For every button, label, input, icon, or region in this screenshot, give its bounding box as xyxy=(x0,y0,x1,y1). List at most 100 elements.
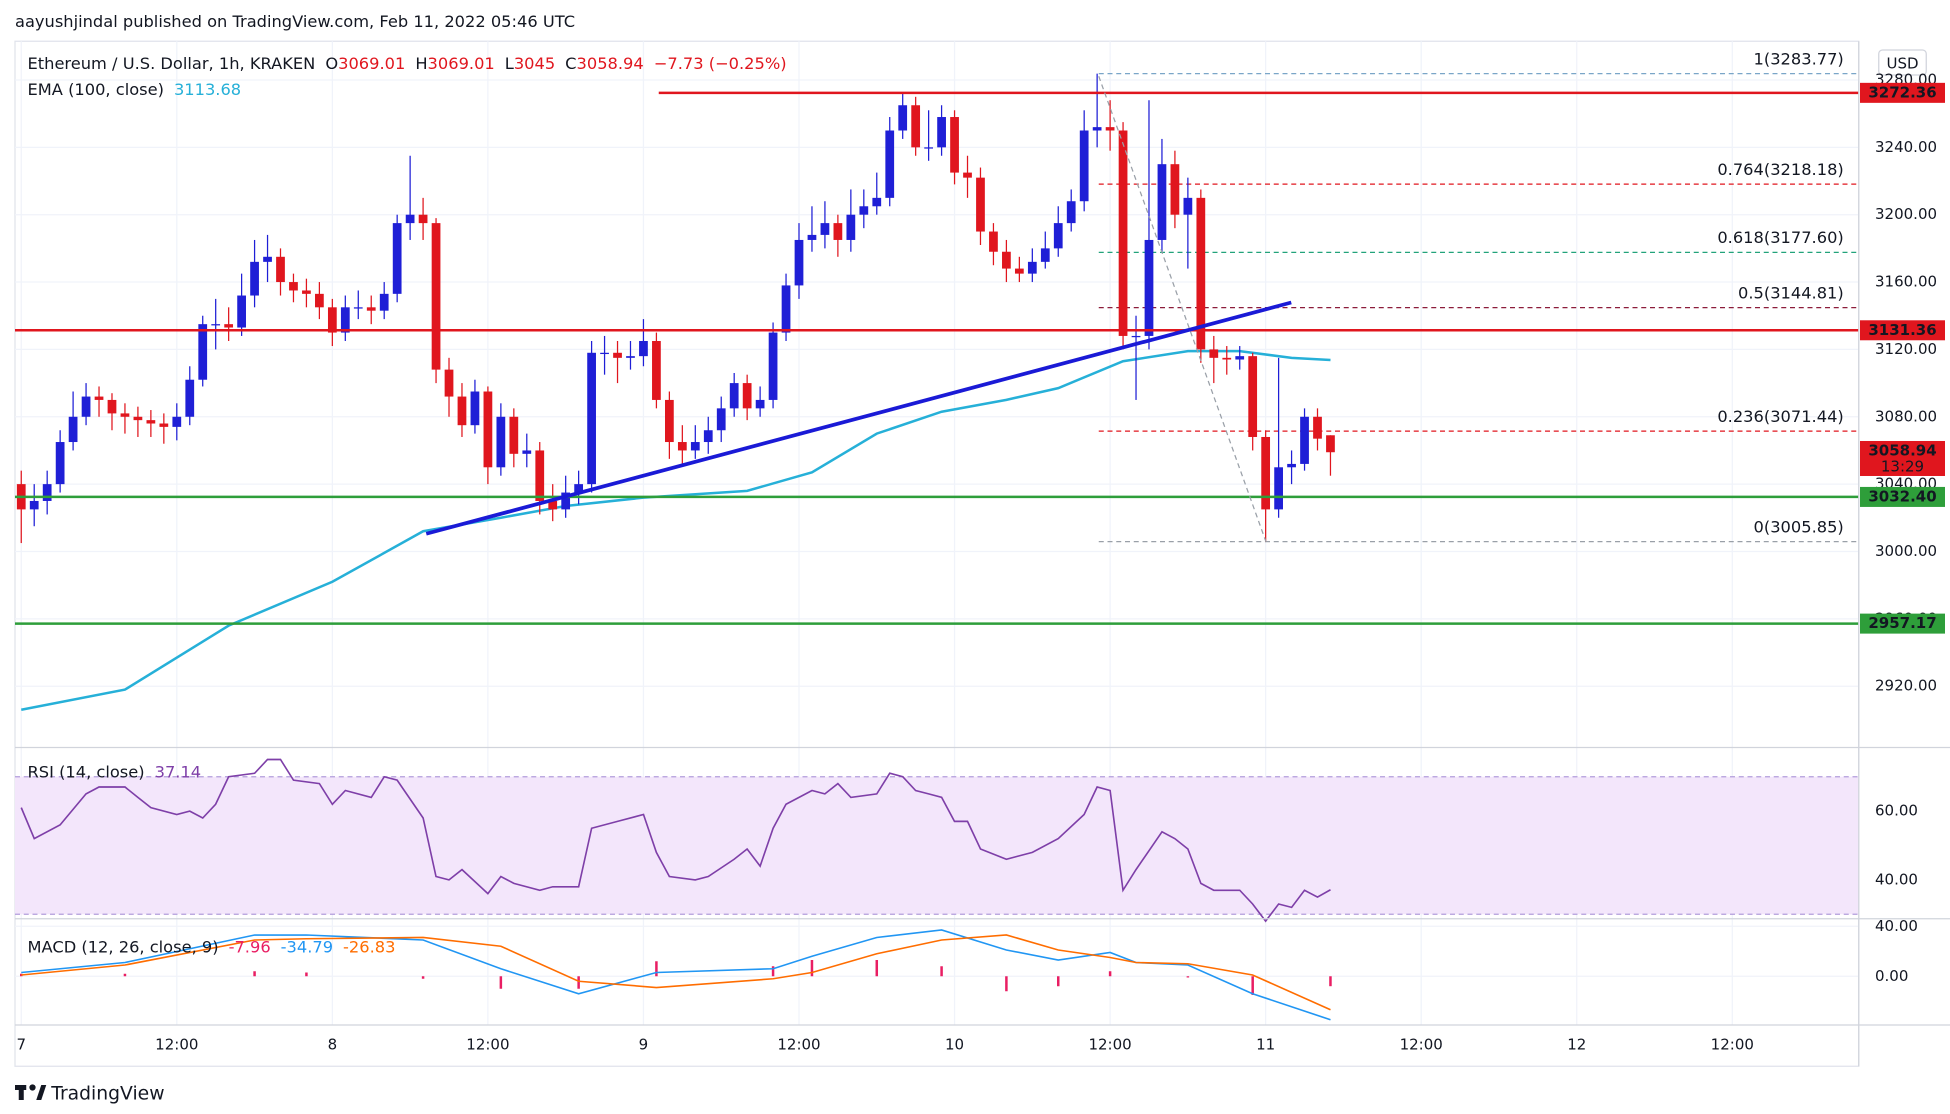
candle-body xyxy=(1053,223,1063,249)
x-tick-label: 12:00 xyxy=(777,1036,820,1054)
y-tick-label: 60.00 xyxy=(1875,802,1918,820)
y-tick-label: 40.00 xyxy=(1875,917,1918,935)
candle-body xyxy=(1105,127,1115,131)
candle-body xyxy=(1313,416,1322,439)
candle-body xyxy=(94,396,104,400)
candle-body xyxy=(1170,164,1180,215)
candle-body xyxy=(522,450,532,454)
brand: TradingView xyxy=(50,1083,164,1104)
x-tick-label: 12 xyxy=(1567,1036,1586,1054)
candle-body xyxy=(989,231,998,252)
candle-body xyxy=(755,399,765,409)
candle-body xyxy=(950,117,959,173)
level-tag-label: 3032.40 xyxy=(1868,487,1936,505)
macd-name: MACD (12, 26, close, 9) xyxy=(28,937,219,956)
candle-body xyxy=(224,324,234,328)
candle-body xyxy=(302,290,311,294)
candle-body xyxy=(677,442,687,451)
x-tick-label: 8 xyxy=(328,1036,338,1054)
signal-line xyxy=(21,934,1331,1011)
candle-body xyxy=(794,239,804,286)
y-tick-label: 3080.00 xyxy=(1875,407,1937,425)
candle-body xyxy=(431,223,441,370)
candle-body xyxy=(872,197,882,207)
x-tick-label: 11 xyxy=(1256,1036,1275,1054)
candle-body xyxy=(1209,349,1219,358)
candle-body xyxy=(898,105,908,131)
legend-main: Ethereum / U.S. Dollar, 1h, KRAKEN O3069.… xyxy=(28,53,787,72)
candle-body xyxy=(1144,239,1154,336)
candle-body xyxy=(444,369,454,397)
candle-body xyxy=(470,391,480,426)
candle-body xyxy=(716,408,726,431)
x-tick-label: 12:00 xyxy=(466,1036,509,1054)
candle-body xyxy=(976,177,985,232)
rsi-value: 37.14 xyxy=(155,762,202,781)
y-tick-label: 3000.00 xyxy=(1875,542,1937,560)
candle-body xyxy=(159,423,169,427)
candle-body xyxy=(379,293,389,311)
plot: 1(3283.77) 0.764(3218.18) 0.618(3177.60) 0.… xyxy=(15,49,1859,1021)
candle-body xyxy=(885,130,895,198)
level-tag-label: 3131.36 xyxy=(1868,321,1936,339)
candle-body xyxy=(703,430,713,443)
candle-body xyxy=(690,442,700,451)
candle-body xyxy=(1131,335,1141,338)
candle-body xyxy=(81,396,91,417)
candle-body xyxy=(366,307,376,311)
x-tick-label: 12:00 xyxy=(1400,1036,1443,1054)
candle-body xyxy=(1118,130,1128,336)
candle-body xyxy=(1222,357,1232,360)
fib-label: 0.764(3218.18) xyxy=(1717,160,1843,179)
candle-body xyxy=(820,223,830,235)
price-tag-label: 3058.94 xyxy=(1868,441,1936,459)
x-tick-label: 12:00 xyxy=(155,1036,198,1054)
level-tag-label: 2957.17 xyxy=(1868,614,1936,632)
currency-box[interactable] xyxy=(1878,49,1927,76)
candle-body xyxy=(68,416,78,443)
candle-body xyxy=(289,282,298,291)
trend-line xyxy=(425,300,1292,536)
candle-body xyxy=(55,442,65,485)
candle-body xyxy=(639,340,648,357)
candle-body xyxy=(457,396,467,426)
candle-body xyxy=(911,105,921,148)
level-tag xyxy=(1860,82,1945,103)
y-tick-label: 2920.00 xyxy=(1875,677,1937,695)
rsi-name: RSI (14, close) xyxy=(28,762,145,781)
candle-body xyxy=(418,214,428,224)
candle-body xyxy=(1326,435,1335,453)
y-tick-label: 0.00 xyxy=(1875,967,1908,985)
candle-body xyxy=(327,307,337,333)
candle-body xyxy=(405,214,415,224)
candle-body xyxy=(1014,268,1024,274)
candle-body xyxy=(833,223,843,240)
candle-body xyxy=(1287,463,1296,468)
signal-value: -26.83 xyxy=(343,937,395,956)
x-tick-label: 9 xyxy=(639,1036,649,1054)
published-line: aayushjindal published on TradingView.co… xyxy=(15,12,575,31)
level-tag xyxy=(1860,613,1945,634)
ohlc-prefix: O xyxy=(325,53,338,72)
candle-body xyxy=(963,172,972,178)
level-tag xyxy=(1860,486,1945,507)
histogram-value: -7.96 xyxy=(229,937,271,956)
candle-body xyxy=(1157,164,1167,240)
fib-diagonal xyxy=(1098,76,1267,543)
candle-body xyxy=(1040,248,1050,262)
candle-body xyxy=(1274,467,1283,510)
candle-body xyxy=(198,324,208,380)
candle-body xyxy=(340,307,350,333)
y-tick-label: 3120.00 xyxy=(1875,340,1937,358)
candle-body xyxy=(120,413,130,417)
ohlc-prefix: C xyxy=(565,53,576,72)
symbol: Ethereum / U.S. Dollar, 1h, KRAKEN xyxy=(28,53,316,72)
candle-body xyxy=(133,416,143,421)
candle-body xyxy=(353,307,363,309)
candle-body xyxy=(626,356,635,358)
candle-body xyxy=(561,492,571,510)
candle-body xyxy=(42,484,52,501)
fib-label: 1(3283.77) xyxy=(1754,49,1844,68)
